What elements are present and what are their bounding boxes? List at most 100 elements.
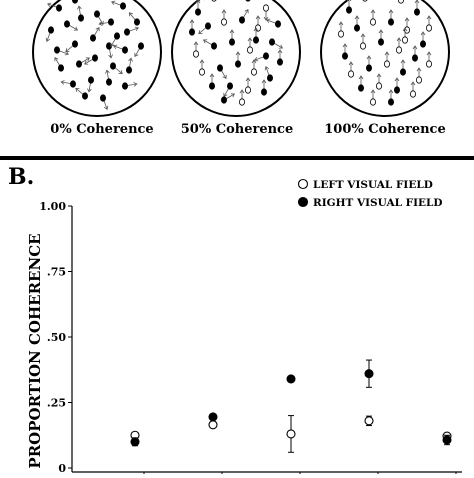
stimulus-dot [354,25,359,31]
stimulus-dot [245,87,250,93]
stimulus-dot [348,71,353,77]
stimulus-dot [366,65,371,71]
right-field-point [209,413,217,421]
right-field-point [287,375,295,383]
stimulus-dot [378,39,383,45]
coherence-label-50: 50% Coherence [162,122,312,137]
left-field-point [287,430,295,438]
stimulus-dot [209,83,214,89]
stimulus-dot [100,95,105,101]
stimulus-dot [338,31,343,37]
stimulus-dot [410,91,415,97]
stimulus-dot [114,33,119,39]
stimulus-dot [251,69,256,75]
stimulus-dot [70,81,75,87]
y-axis-label: PROPORTION COHERENCE [26,233,44,468]
stimulus-dot [376,83,381,89]
legend-marker-right [299,198,308,207]
stimulus-dot [426,25,431,31]
stimulus-dot [122,83,127,89]
stimulus-dot [245,0,250,1]
stimulus-dot [106,79,111,85]
stimulus-dot [263,53,268,59]
stimulus-dot [388,19,393,25]
coherence-label-0: 0% Coherence [27,122,177,137]
stimulus-dot [58,65,63,71]
stimulus-dot [416,77,421,83]
stimulus-dot [193,51,198,57]
y-tick-label: 0 [58,462,66,474]
stimulus-dot [90,35,95,41]
stimulus-dot [394,87,399,93]
stimulus-dot [396,47,401,53]
stimulus-dot [420,41,425,47]
panel-b-label: B. [8,164,34,190]
stimulus-dot [138,43,143,49]
stimulus-dot [76,61,81,67]
stimulus-dot [400,69,405,75]
stimulus-dot [205,23,210,29]
stimulus-dot [229,39,234,45]
stimulus-dot [277,59,282,65]
stimulus-dot [110,63,115,69]
stimulus-dot [120,3,125,9]
stimulus-dot [261,89,266,95]
stimulus-dot [211,43,216,49]
legend-marker-left [299,180,308,189]
y-tick-label: .50 [47,331,66,344]
stimulus-dot [72,41,77,47]
stimulus-dot [92,55,97,61]
panel-a-stimuli: 0% Coherence 50% Coherence 100% Coherenc… [0,0,474,156]
stimulus-dot [56,5,61,11]
stimulus-dot [64,21,69,27]
stimulus-dot [402,37,407,43]
stimulus-dot [360,43,365,49]
stimulus-dot [388,99,393,105]
y-tick-label: 1.00 [39,200,66,213]
stimulus-dot [217,65,222,71]
stimulus-dot [269,39,274,45]
stimulus-dot [78,15,83,21]
coherence-label-100: 100% Coherence [310,122,460,137]
stimulus-dot [426,61,431,67]
stimulus-dot [267,75,272,81]
stimulus-dot [362,0,367,1]
stimulus-dot [211,0,216,1]
y-tick-label: .75 [47,266,66,279]
stimulus-dot [412,55,417,61]
y-tick-label: .25 [47,397,66,410]
stimulus-dot [235,61,240,67]
stimulus-100 [321,0,449,116]
stimulus-dot [94,11,99,17]
stimulus-dot [124,29,129,35]
stimulus-dot [358,85,363,91]
stimulus-dot [221,97,226,103]
stimulus-dot [88,77,93,83]
stimulus-dot [195,9,200,15]
right-field-point [365,370,373,378]
stimulus-dot [199,69,204,75]
stimulus-dot [253,37,258,43]
stimulus-dot [227,83,232,89]
stimulus-dot [54,47,59,53]
stimulus-dot [239,99,244,105]
stimulus-dot [414,9,419,15]
stimulus-dot [370,99,375,105]
stimulus-dot [275,21,280,27]
stimulus-dot [342,53,347,59]
stimulus-dot [247,47,252,53]
stimulus-dot [370,19,375,25]
stimulus-dot [346,7,351,13]
aperture-circle [172,0,300,116]
left-field-point [365,417,373,425]
stimulus-dot [263,5,268,11]
left-field-point [209,421,217,429]
stimulus-dot [384,61,389,67]
stimulus-dot [221,19,226,25]
stimulus-dot [126,67,131,73]
stimulus-dot [134,19,139,25]
legend-label-right: RIGHT VISUAL FIELD [313,197,443,209]
stimulus-dot [48,27,53,33]
